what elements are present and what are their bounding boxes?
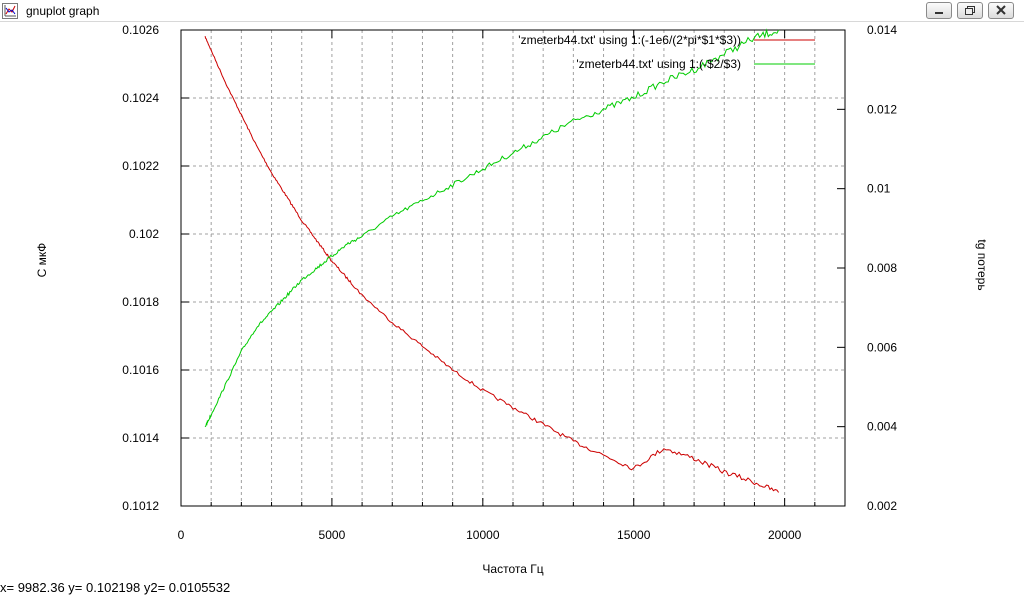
series-line-1	[204, 35, 780, 493]
restore-icon	[965, 6, 975, 15]
x-tick-label: 5000	[319, 528, 346, 542]
window-title: gnuplot graph	[26, 4, 100, 18]
y-tick-label: 0.1022	[122, 159, 159, 173]
y2-tick-label: 0.012	[867, 102, 897, 116]
y-tick-label: 0.1018	[122, 295, 159, 309]
x-tick-label: 20000	[768, 528, 802, 542]
legend-label-2: 'zmeterb44.txt' using 1:(-$2/$3)	[576, 57, 741, 71]
y2-tick-label: 0.01	[867, 182, 891, 196]
y2-tick-label: 0.006	[867, 340, 897, 354]
mouse-coordinates-readout: x= 9982.36 y= 0.102198 y2= 0.0105532	[0, 580, 231, 595]
y-axis-label: С мкФ	[35, 243, 49, 278]
y2-axis-label: tg потерь	[975, 239, 989, 290]
x-tick-label: 15000	[617, 528, 651, 542]
plot-area[interactable]: 0 5000 10000 15000 20000 0.1012 0.1014 0.1016 0.…	[0, 22, 1024, 578]
minimize-button[interactable]	[926, 2, 952, 19]
close-icon	[996, 5, 1006, 15]
restore-button[interactable]	[957, 2, 983, 19]
series-line-2	[204, 28, 780, 428]
y-tick-label: 0.1012	[122, 499, 159, 513]
y-tick-label: 0.1024	[122, 91, 159, 105]
x-tick-label: 10000	[466, 528, 500, 542]
y-tick-label: 0.1014	[122, 431, 159, 445]
title-bar[interactable]: gnuplot graph	[0, 0, 1024, 22]
y2-tick-label: 0.008	[867, 261, 897, 275]
y2-tick-label: 0.002	[867, 499, 897, 513]
y-tick-label: 0.1016	[122, 363, 159, 377]
y-tick-label: 0.102	[129, 227, 159, 241]
x-tick-label: 0	[178, 528, 185, 542]
close-button[interactable]	[988, 2, 1014, 19]
y-tick-label: 0.1026	[122, 23, 159, 37]
gnuplot-app-icon[interactable]	[2, 3, 18, 19]
minimize-icon	[935, 12, 943, 14]
y2-tick-label: 0.014	[867, 23, 897, 37]
y2-tick-label: 0.004	[867, 420, 897, 434]
legend-label-1: 'zmeterb44.txt' using 1:(-1e6/(2*pi*$1*$…	[518, 33, 741, 47]
x-axis-label: Частота Гц	[482, 562, 543, 576]
